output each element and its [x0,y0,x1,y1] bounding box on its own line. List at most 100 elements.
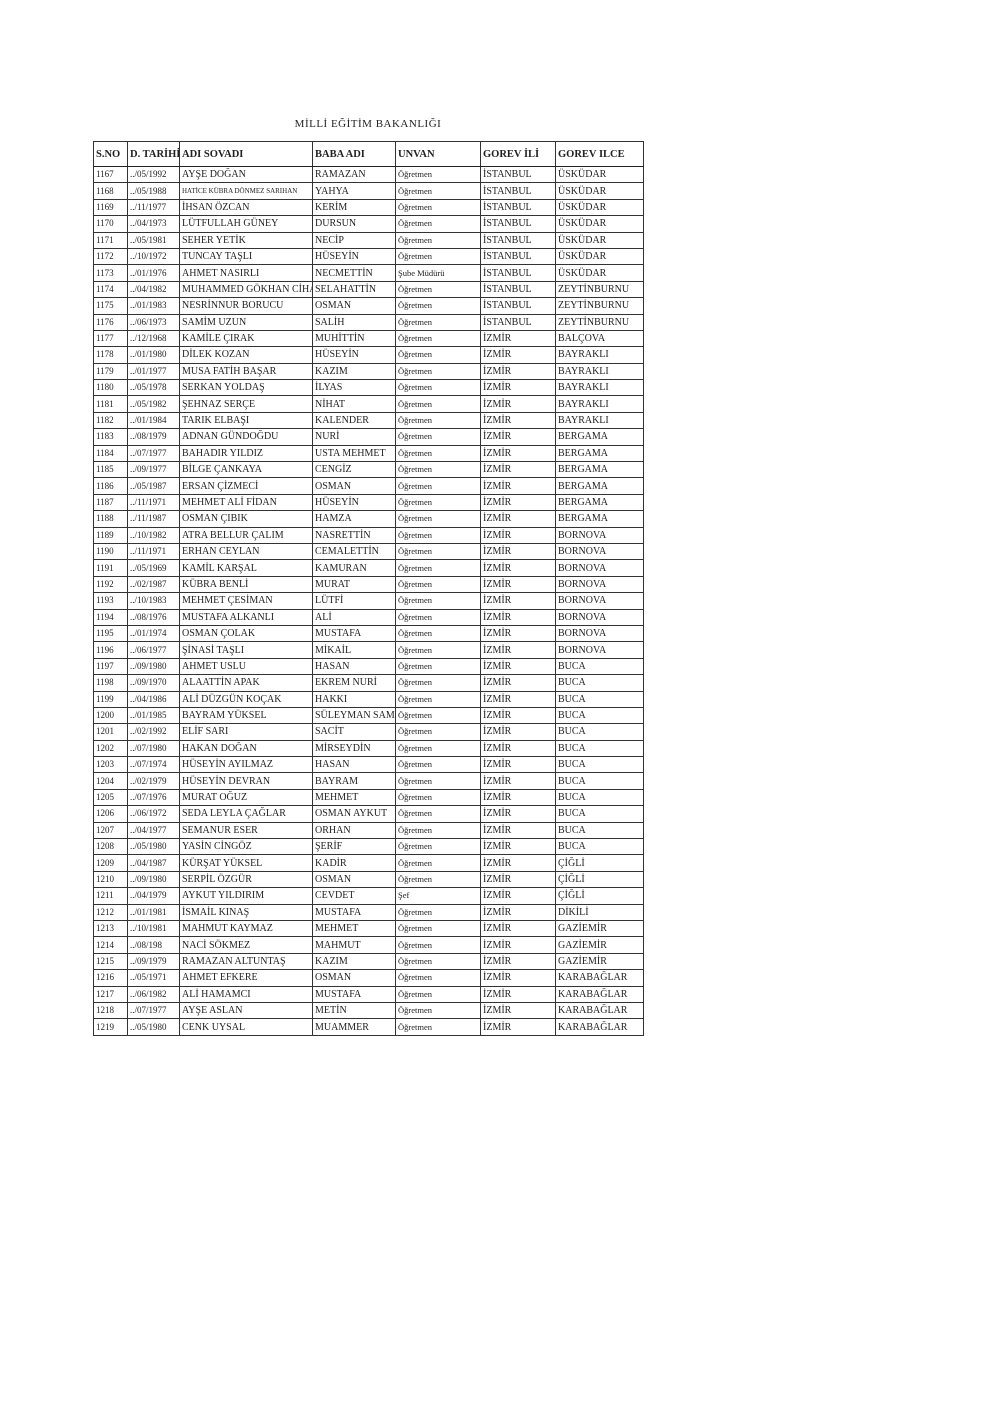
cell-district: BERGAMA [555,510,644,528]
cell-sno: 1176 [93,313,128,331]
table-row: 1178 ../01/1980 DİLEK KOZAN HÜSEYİN Öğretmen… [93,346,644,364]
cell-district: ÜSKÜDAR [555,198,644,217]
cell-father-name: ALİ [312,608,396,626]
cell-title: Öğretmen [395,723,481,741]
table-row: 1202 ../07/1980 HAKAN DOĞAN MİRSEYDİN Öğretm… [93,739,644,758]
cell-title: Öğretmen [395,690,481,708]
cell-title: Öğretmen [395,674,481,692]
cell-district: ÜSKÜDAR [555,247,644,266]
cell-birth-date: ../05/1981 [127,231,180,249]
cell-district: BORNOVA [555,592,644,610]
cell-name: SEMANUR ESER [179,821,313,840]
cell-title: Öğretmen [395,559,481,577]
cell-district: ÜSKÜDAR [555,165,644,184]
cell-father-name: MUHİTTİN [312,329,396,348]
cell-name: MAHMUT KAYMAZ [179,919,313,938]
cell-name: İHSAN ÖZCAN [179,198,313,217]
cell-district: ZEYTİNBURNU [555,297,644,315]
column-header-title: UNVAN [395,141,481,167]
cell-father-name: HÜSEYİN [312,247,396,266]
cell-sno: 1171 [93,231,128,249]
cell-name: AYŞE DOĞAN [179,165,313,184]
cell-province: İZMİR [480,346,556,364]
cell-district: BAYRAKLI [555,379,644,397]
cell-birth-date: ../01/1977 [127,362,180,381]
cell-sno: 1184 [93,444,128,463]
table-row: 1193 ../10/1983 MEHMET ÇESİMAN LÜTFİ Öğretme… [93,592,644,610]
cell-name: RAMAZAN ALTUNTAŞ [179,952,313,971]
cell-district: ÜSKÜDAR [555,182,644,200]
cell-district: GAZİEMİR [555,952,644,971]
cell-district: BAYRAKLI [555,362,644,381]
cell-district: GAZİEMİR [555,919,644,938]
cell-birth-date: ../09/1979 [127,952,180,971]
cell-name: ŞEHNAZ SERÇE [179,395,313,413]
cell-name: HATİCE KÜBRA DÖNMEZ SARIHAN [179,182,313,200]
cell-birth-date: ../02/1987 [127,575,180,594]
cell-district: BUCA [555,657,644,676]
cell-birth-date: ../08/198 [127,936,180,954]
cell-name: MEHMET ALİ FİDAN [179,493,313,512]
cell-district: BAYRAKLI [555,411,644,430]
cell-district: ÇİĞLİ [555,854,644,872]
table-row: 1205 ../07/1976 MURAT OĞUZ MEHMET Öğretmen İZ… [93,788,644,807]
cell-sno: 1173 [93,264,128,282]
cell-district: BALÇOVA [555,329,644,348]
table-row: 1172 ../10/1972 TUNCAY TAŞLI HÜSEYİN Öğretme… [93,247,644,266]
cell-province: İZMİR [480,329,556,348]
cell-province: İSTANBUL [480,313,556,331]
cell-father-name: METİN [312,1001,396,1020]
cell-title: Öğretmen [395,756,481,774]
cell-name: BAHADIR YILDIZ [179,444,313,463]
cell-name: BAYRAM YÜKSEL [179,706,313,725]
cell-title: Öğretmen [395,477,481,495]
cell-birth-date: ../05/1971 [127,969,180,987]
cell-title: Öğretmen [395,329,481,348]
cell-title: Öğretmen [395,624,481,643]
cell-sno: 1202 [93,739,128,758]
cell-province: İZMİR [480,1001,556,1020]
table-row: 1180 ../05/1978 SERKAN YOLDAŞ İLYAS Öğretmen… [93,379,644,397]
cell-title: Öğretmen [395,608,481,626]
cell-name: SERPİL ÖZGÜR [179,870,313,889]
cell-title: Öğretmen [395,870,481,889]
cell-district: ÇİĞLİ [555,870,644,889]
cell-name: MUSA FATİH BAŞAR [179,362,313,381]
table-row: 1209 ../04/1987 KÜRŞAT YÜKSEL KADİR Öğretmen… [93,854,644,872]
cell-father-name: MAHMUT [312,936,396,954]
cell-district: KARABAĞLAR [555,985,644,1003]
cell-birth-date: ../10/1983 [127,592,180,610]
cell-province: İZMİR [480,641,556,659]
cell-district: BORNOVA [555,624,644,643]
table-row: 1184 ../07/1977 BAHADIR YILDIZ USTA MEHMET Ö… [93,444,644,463]
cell-title: Öğretmen [395,1001,481,1020]
cell-province: İZMİR [480,526,556,544]
cell-birth-date: ../02/1992 [127,723,180,741]
cell-province: İZMİR [480,952,556,971]
cell-province: İZMİR [480,559,556,577]
cell-district: BUCA [555,739,644,758]
cell-sno: 1170 [93,215,128,233]
cell-birth-date: ../11/1977 [127,198,180,217]
cell-father-name: HASAN [312,657,396,676]
cell-birth-date: ../06/1977 [127,641,180,659]
cell-name: OSMAN ÇOLAK [179,624,313,643]
cell-name: TARIK ELBAŞI [179,411,313,430]
cell-father-name: HÜSEYİN [312,493,396,512]
table-row: 1207 ../04/1977 SEMANUR ESER ORHAN Öğretmen İ… [93,821,644,840]
cell-province: İZMİR [480,887,556,905]
cell-father-name: EKREM NURİ [312,674,396,692]
table-row: 1176 ../06/1973 SAMİM UZUN SALİH Öğretmen İST… [93,313,644,331]
cell-title: Öğretmen [395,165,481,184]
cell-birth-date: ../04/1977 [127,821,180,840]
cell-birth-date: ../05/1980 [127,1018,180,1036]
table-row: 1196 ../06/1977 ŞİNASİ TAŞLI MİKAİL Öğretmen… [93,641,644,659]
table-row: 1200 ../01/1985 BAYRAM YÜKSEL SÜLEYMAN SAMİ… [93,706,644,725]
cell-district: BUCA [555,723,644,741]
cell-province: İZMİR [480,477,556,495]
cell-title: Öğretmen [395,788,481,807]
cell-sno: 1207 [93,821,128,840]
cell-province: İZMİR [480,575,556,594]
column-header-province: GOREV İLİ [480,141,556,167]
cell-father-name: CEVDET [312,887,396,905]
